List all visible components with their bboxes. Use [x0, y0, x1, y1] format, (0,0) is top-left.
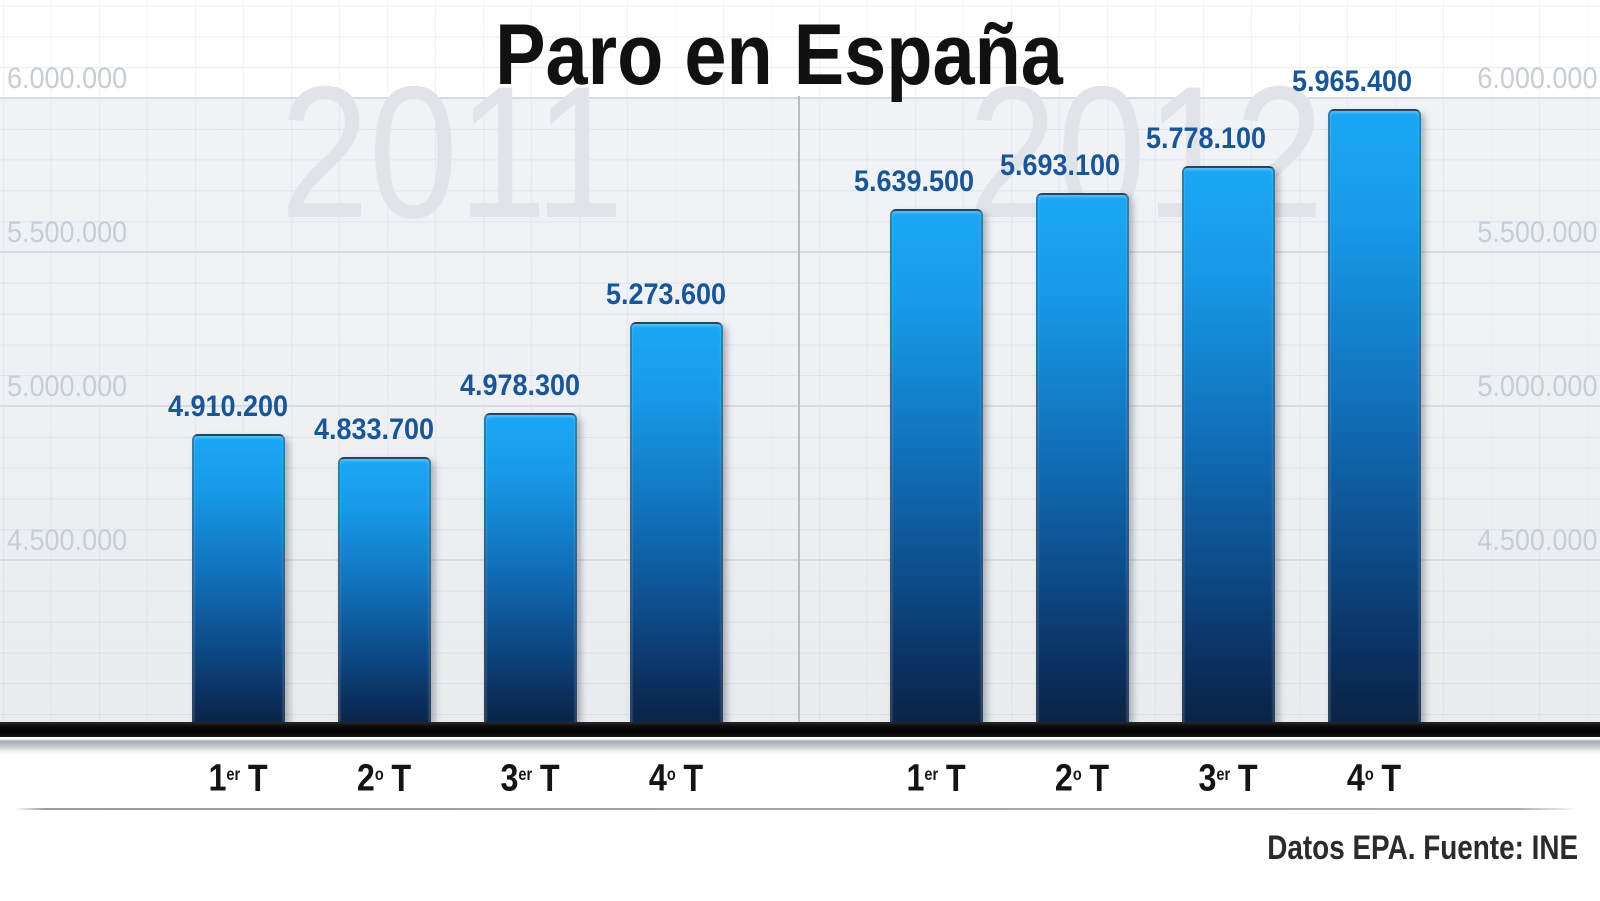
x-tick-label: 3er T [1198, 757, 1258, 800]
bar-2011-3er T [483, 412, 577, 731]
x-tick-label: 4o T [1346, 757, 1402, 800]
bar-value-label: 4.910.200 [167, 389, 289, 423]
y-tick-label-left: 5.500.000 [7, 216, 128, 249]
x-tick-label: 3er T [500, 757, 560, 800]
chart-title: Paro en España [495, 7, 1063, 103]
y-tick-label-left: 6.000.000 [7, 62, 128, 95]
y-gridline [0, 97, 1600, 99]
source-note: Datos EPA. Fuente: INE [1267, 829, 1578, 867]
footer-divider-line [14, 808, 1580, 810]
bar-value-label: 4.978.300 [459, 368, 581, 402]
bar-2012-4º T [1327, 108, 1421, 731]
x-tick-label: 2o T [356, 757, 412, 800]
bar-2011-4º T [629, 321, 723, 731]
group-divider-line [798, 96, 800, 722]
y-tick-label-right: 5.000.000 [1476, 370, 1597, 403]
bar-value-label: 5.778.100 [1145, 122, 1267, 156]
x-tick-label: 1er T [208, 757, 268, 800]
y-gridline [0, 559, 1600, 561]
bar-2012-3er T [1181, 166, 1275, 731]
bar-2012-1er T [889, 209, 983, 731]
bar-value-label: 5.693.100 [999, 148, 1121, 182]
x-tick-label: 2o T [1054, 757, 1110, 800]
baseline-shadow [0, 737, 1600, 755]
bar-2011-1er T [191, 433, 285, 731]
y-tick-label-right: 4.500.000 [1476, 524, 1597, 557]
bar-value-label: 5.965.400 [1291, 64, 1413, 98]
bar-value-label: 4.833.700 [313, 413, 435, 447]
bar-value-label: 5.273.600 [605, 277, 727, 311]
y-gridline [0, 251, 1600, 253]
bar-2011-2º T [337, 457, 431, 731]
x-tick-label: 4o T [648, 757, 704, 800]
x-axis-baseline-bar [0, 722, 1600, 737]
y-gridline [0, 405, 1600, 407]
bar-2012-2º T [1035, 192, 1129, 731]
y-tick-label-right: 6.000.000 [1476, 62, 1597, 95]
plot-area: 2011 2012 6.000.000 6.000.000 5.500.000 5.5… [0, 0, 1600, 731]
y-tick-label-left: 4.500.000 [7, 524, 128, 557]
y-tick-label-left: 5.000.000 [7, 370, 128, 403]
x-tick-label: 1er T [906, 757, 966, 800]
watermark-year-2011: 2011 [280, 47, 624, 257]
y-tick-label-right: 5.500.000 [1476, 216, 1597, 249]
bar-value-label: 5.639.500 [853, 165, 975, 199]
